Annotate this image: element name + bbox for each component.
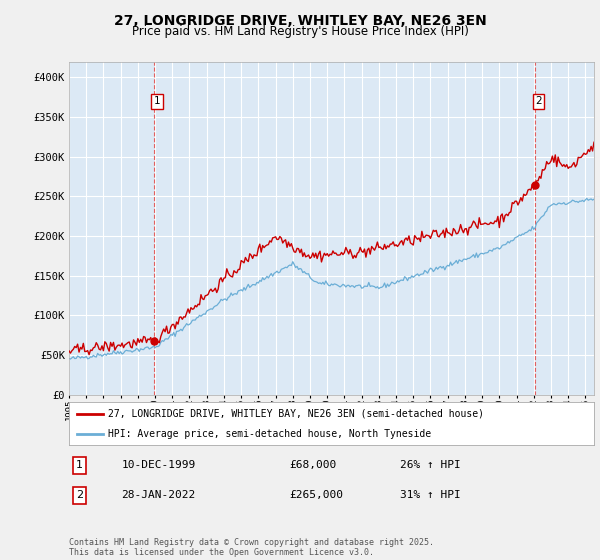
Text: £68,000: £68,000	[290, 460, 337, 470]
Text: £265,000: £265,000	[290, 491, 343, 501]
Text: 28-JAN-2022: 28-JAN-2022	[121, 491, 196, 501]
Text: 27, LONGRIDGE DRIVE, WHITLEY BAY, NE26 3EN: 27, LONGRIDGE DRIVE, WHITLEY BAY, NE26 3…	[113, 14, 487, 28]
Text: 2: 2	[535, 96, 542, 106]
Text: HPI: Average price, semi-detached house, North Tyneside: HPI: Average price, semi-detached house,…	[109, 430, 431, 439]
Text: 26% ↑ HPI: 26% ↑ HPI	[400, 460, 461, 470]
Text: 27, LONGRIDGE DRIVE, WHITLEY BAY, NE26 3EN (semi-detached house): 27, LONGRIDGE DRIVE, WHITLEY BAY, NE26 3…	[109, 409, 484, 419]
Text: Price paid vs. HM Land Registry's House Price Index (HPI): Price paid vs. HM Land Registry's House …	[131, 25, 469, 38]
Text: 1: 1	[76, 460, 83, 470]
Text: 1: 1	[154, 96, 161, 106]
Text: 10-DEC-1999: 10-DEC-1999	[121, 460, 196, 470]
Text: 31% ↑ HPI: 31% ↑ HPI	[400, 491, 461, 501]
Text: 2: 2	[76, 491, 83, 501]
Text: Contains HM Land Registry data © Crown copyright and database right 2025.
This d: Contains HM Land Registry data © Crown c…	[69, 538, 434, 557]
